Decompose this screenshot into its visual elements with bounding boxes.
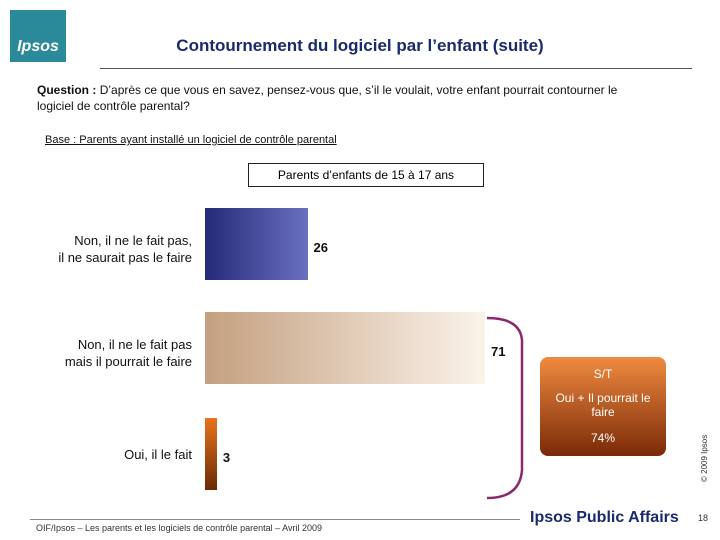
base: Base : Parents ayant installé un logicie… xyxy=(45,134,337,146)
question-text: D’après ce que vous en savez, pensez-vou… xyxy=(37,83,618,113)
title: Contournement du logiciel par l’enfant (… xyxy=(176,36,544,55)
footer: OIF/Ipsos – Les parents et les logiciels… xyxy=(36,523,322,533)
rule xyxy=(100,68,692,69)
question-label: Question : xyxy=(37,83,97,97)
value-label: 26 xyxy=(313,240,328,255)
bar xyxy=(205,418,217,490)
summary-value: 74% xyxy=(590,431,616,445)
page-number: 18 xyxy=(698,513,709,523)
brand: Ipsos Public Affairs xyxy=(530,509,679,526)
category-label: Oui, il le fait xyxy=(124,447,192,462)
value-label: 3 xyxy=(222,450,231,465)
logo-text: Ipsos xyxy=(17,38,59,55)
footer-rule xyxy=(30,519,520,520)
summary-title: S/T xyxy=(593,367,613,381)
summary-box: S/T Oui + Il pourrait le faire 74% xyxy=(540,357,666,456)
category-label: Non, il ne le fait pas, il ne saurait pa… xyxy=(58,233,192,265)
subtitle: Parents d’enfants de 15 à 17 ans xyxy=(248,163,484,187)
summary-label: Oui + Il pourrait le faire xyxy=(555,391,651,419)
bar xyxy=(205,312,485,384)
bracket xyxy=(486,316,524,500)
value-label: 71 xyxy=(491,344,506,359)
copyright: © 2009 Ipsos xyxy=(700,434,709,482)
category-label: Non, il ne le fait pas mais il pourrait … xyxy=(64,337,192,369)
question: Question : D’après ce que vous en savez,… xyxy=(37,82,647,114)
bar xyxy=(205,208,308,280)
logo: Ipsos xyxy=(10,10,66,62)
